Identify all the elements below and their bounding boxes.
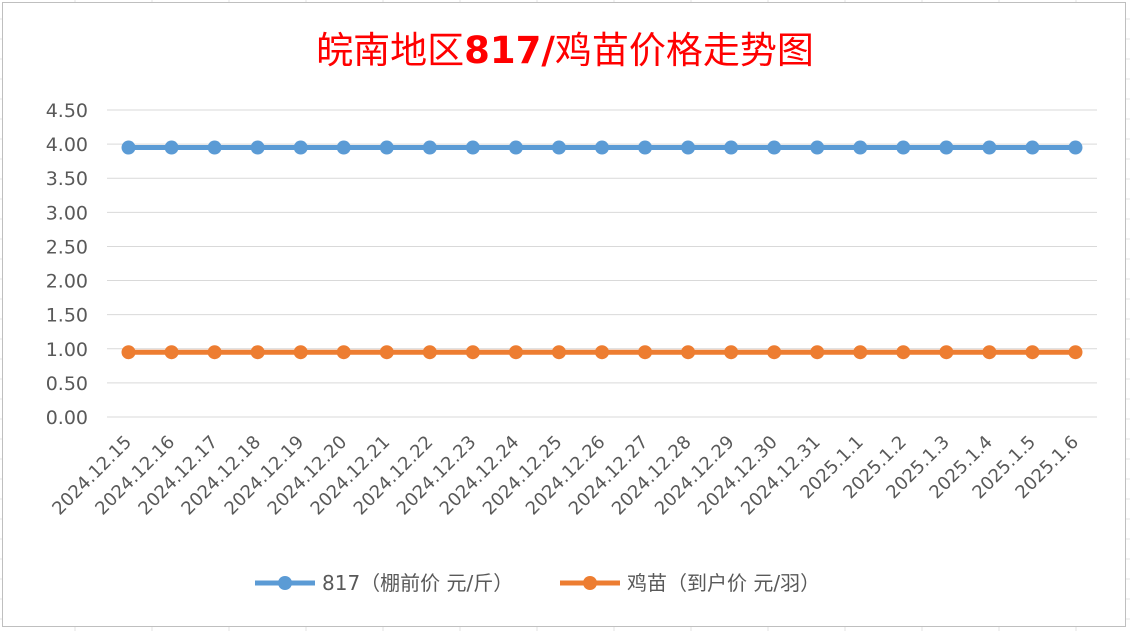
data-point — [293, 345, 308, 360]
data-point — [207, 140, 222, 155]
chart-title-segment: 鸡苗价格走势图 — [555, 29, 814, 72]
data-point — [982, 140, 997, 155]
series-2 — [121, 345, 1083, 360]
y-tick-label: 2.50 — [46, 236, 88, 258]
data-point — [207, 345, 222, 360]
data-point — [164, 140, 179, 155]
data-point — [767, 345, 782, 360]
legend-label: 鸡苗（到户价 元/羽） — [627, 571, 820, 595]
data-point — [293, 140, 308, 155]
legend: 817（棚前价 元/斤） 鸡苗（到户价 元/羽） — [255, 571, 820, 595]
data-point — [982, 345, 997, 360]
data-point — [810, 140, 825, 155]
data-point — [551, 345, 566, 360]
data-point — [508, 345, 523, 360]
data-point — [121, 345, 136, 360]
gridlines — [107, 109, 1097, 418]
y-tick-label: 2.00 — [46, 271, 88, 293]
data-point — [724, 140, 739, 155]
legend-swatch-marker — [583, 576, 597, 590]
data-point — [465, 345, 480, 360]
data-point — [250, 140, 265, 155]
data-point — [939, 345, 954, 360]
y-tick-label: 3.00 — [46, 202, 88, 224]
data-point — [336, 140, 351, 155]
data-point — [853, 140, 868, 155]
legend-item: 鸡苗（到户价 元/羽） — [560, 571, 820, 595]
series-group — [121, 140, 1083, 360]
chart-title-segment: 817/ — [464, 29, 555, 72]
data-point — [379, 140, 394, 155]
data-point — [1068, 345, 1083, 360]
data-point — [1068, 140, 1083, 155]
y-tick-label: 4.50 — [46, 100, 88, 122]
data-point — [595, 140, 609, 155]
data-point — [250, 345, 265, 360]
data-point — [939, 140, 954, 155]
data-point — [896, 140, 911, 155]
x-axis: 2024.12.152024.12.162024.12.172024.12.18… — [48, 432, 1083, 520]
data-point — [164, 345, 179, 360]
series-1 — [121, 140, 1083, 155]
data-point — [422, 140, 437, 155]
y-tick-label: 4.00 — [46, 134, 88, 156]
legend-item: 817（棚前价 元/斤） — [255, 571, 513, 595]
data-point — [595, 345, 609, 360]
data-point — [681, 140, 696, 155]
y-tick-label: 0.50 — [46, 373, 88, 395]
data-point — [336, 345, 351, 360]
data-point — [638, 140, 653, 155]
chart-title-segment: 皖南地区 — [316, 29, 464, 72]
chart-title: 皖南地区817/鸡苗价格走势图 — [316, 29, 814, 72]
data-point — [465, 140, 480, 155]
y-tick-label: 1.50 — [46, 305, 88, 327]
data-point — [767, 140, 782, 155]
y-tick-label: 3.50 — [46, 168, 88, 190]
data-point — [724, 345, 739, 360]
data-point — [853, 345, 868, 360]
data-point — [638, 345, 653, 360]
data-point — [121, 140, 136, 155]
data-point — [1025, 140, 1040, 155]
data-point — [681, 345, 696, 360]
data-point — [508, 140, 523, 155]
legend-label: 817（棚前价 元/斤） — [322, 571, 513, 595]
data-point — [379, 345, 394, 360]
y-tick-label: 0.00 — [46, 407, 88, 429]
y-axis: 0.00 0.50 1.00 1.50 2.00 2.50 3.00 3.50 4.00 4.50 — [46, 100, 88, 429]
legend-swatch-marker — [278, 576, 292, 590]
data-point — [1025, 345, 1040, 360]
y-tick-label: 1.00 — [46, 339, 88, 361]
data-point — [810, 345, 825, 360]
data-point — [896, 345, 911, 360]
line-chart: 皖南地区817/鸡苗价格走势图 0.00 0.50 1.00 1.50 2.00 2.50… — [46, 29, 1097, 595]
data-point — [551, 140, 566, 155]
data-point — [422, 345, 437, 360]
